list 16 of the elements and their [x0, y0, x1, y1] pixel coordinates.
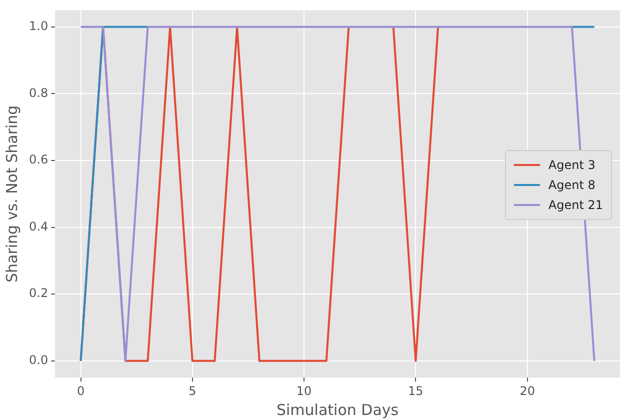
y-tick-label: 0.0: [28, 353, 48, 368]
y-tick-label: 0.4: [28, 219, 48, 234]
y-axis-title: Sharing vs. Not Sharing: [2, 105, 21, 283]
legend-label: Agent 8: [548, 178, 596, 192]
legend-label: Agent 3: [548, 158, 596, 172]
x-tick-label: 15: [408, 384, 424, 398]
x-tick-label: 20: [520, 384, 535, 398]
y-tick-label: 0.6: [28, 152, 48, 167]
y-tick-label: 0.2: [28, 286, 48, 300]
y-tick-label: 0.8: [28, 86, 48, 100]
x-tick-label: 5: [188, 384, 196, 398]
y-tick-label: 1.0: [28, 19, 48, 34]
x-tick-label: 10: [296, 384, 312, 398]
x-tick-label: 0: [76, 384, 85, 398]
x-axis-title: Simulation Days: [276, 400, 399, 419]
legend-label: Agent 21: [548, 198, 603, 212]
